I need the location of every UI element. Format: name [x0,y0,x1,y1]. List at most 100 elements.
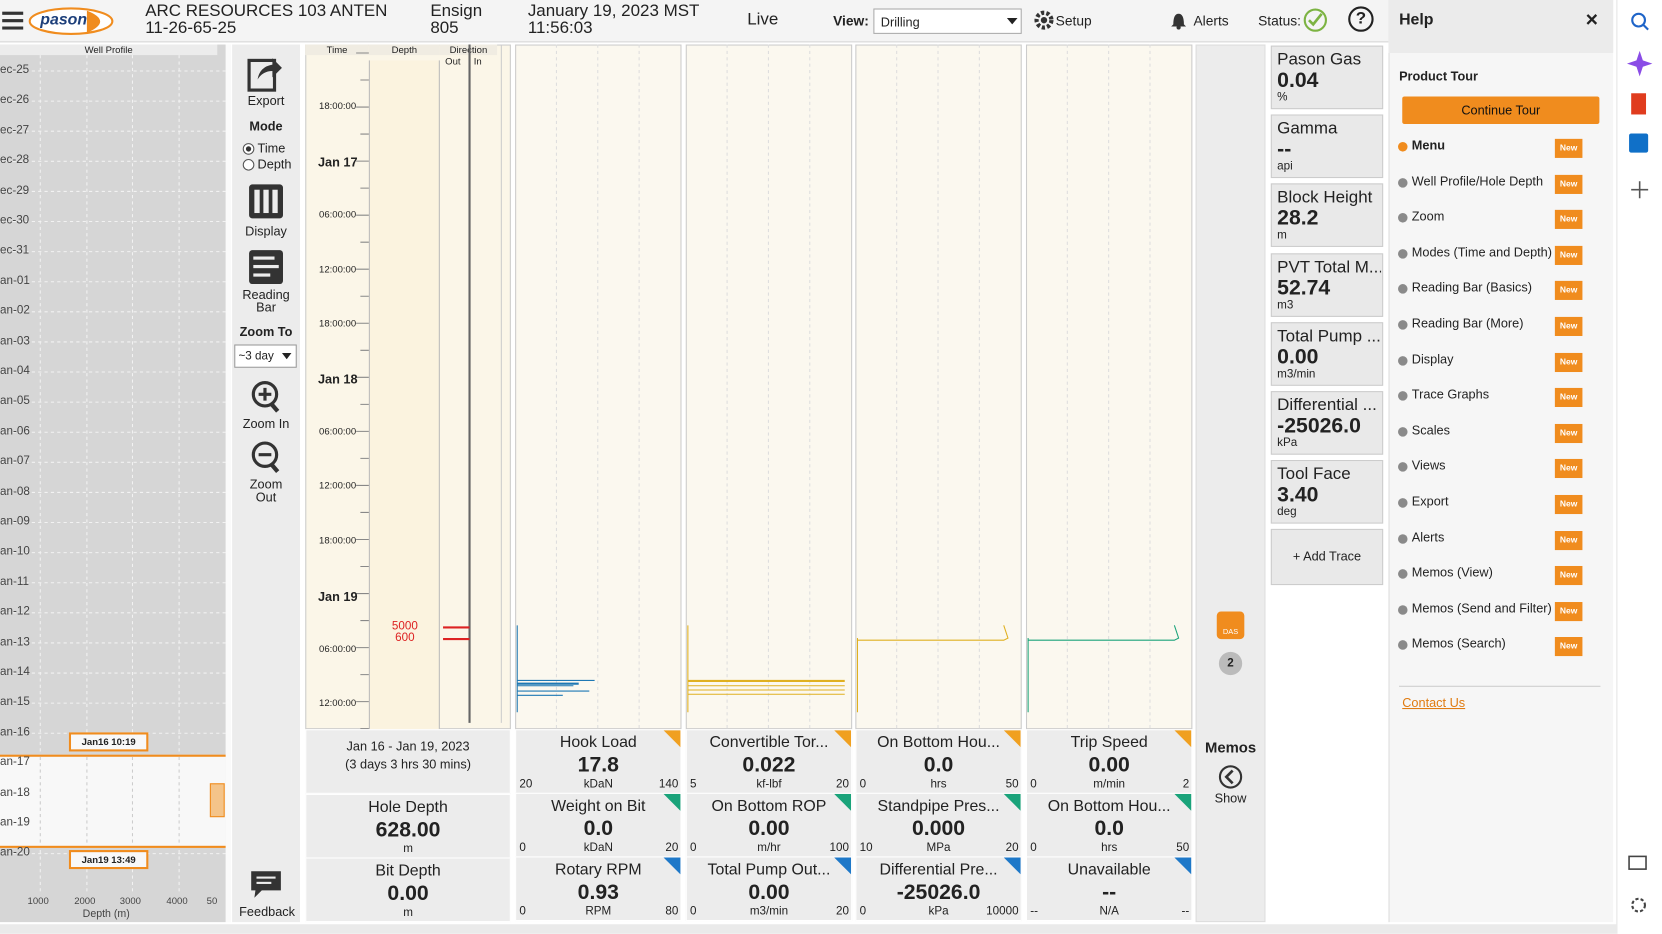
memo-count[interactable]: 2 [1218,651,1243,676]
trace-card[interactable] [1270,460,1384,524]
trace-card[interactable] [1270,183,1384,248]
mode-option[interactable]: Time [257,140,286,156]
scale-max: 20 [835,777,849,791]
readout-name: On Bottom Hou... [877,733,1000,752]
shape [1027,625,1180,713]
card-unit: api [1277,160,1293,173]
shape [1174,793,1192,811]
tour-item[interactable]: Reading Bar (Basics) [1411,280,1532,296]
date-label: ec-31 [0,244,30,257]
das-icon[interactable]: DAS [1216,611,1245,640]
card-value: 0.00 [1277,345,1319,369]
date-label: an-12 [0,605,30,619]
track-header: Direction [439,44,498,56]
feedback[interactable]: Feedback [239,904,296,919]
tour-item[interactable]: Scales [1411,422,1450,438]
tour-dot [1398,391,1408,401]
shape [1308,12,1323,27]
zoom-out-icon [251,441,280,474]
zoom-out[interactable]: Zoom Out [249,476,283,505]
shape [251,441,279,468]
direction-sub: Out [445,56,461,67]
shape [269,462,280,474]
readout-name: Convertible Tor... [709,733,829,752]
well-name: ARC RESOURCES 103 ANTEN 11-26-65-25 [145,2,388,38]
readout-name: Standpipe Pres... [877,797,1000,816]
tour-item[interactable]: Alerts [1411,529,1445,545]
range-marker[interactable]: Jan16 10:19 [68,732,149,752]
tour-item[interactable]: Memos (Search) [1411,636,1506,652]
card-value: -- [1277,137,1292,162]
radio[interactable] [242,158,255,171]
readout-unit: kf-lbf [756,777,782,791]
duration: (3 days 3 hrs 30 mins) [345,756,471,772]
display[interactable]: Display [245,223,287,239]
readout-name: Rotary RPM [555,860,642,879]
scale-max: 140 [658,777,679,791]
readout-cell [685,856,853,922]
trace-card[interactable] [1270,391,1384,455]
scale-min: 0 [689,841,697,855]
memos-show-icon [1218,765,1243,789]
help-button[interactable]: ? [1348,6,1374,32]
tour-item[interactable]: Menu [1411,137,1446,153]
trace-card[interactable] [1270,252,1384,317]
shape [272,189,278,214]
trace-card[interactable] [1270,45,1384,110]
splitter [225,44,232,923]
date-label: an-03 [0,334,30,348]
help-close[interactable]: × [1585,8,1598,32]
scale-max: 80 [665,905,679,918]
tour-item[interactable]: Export [1411,493,1449,509]
tour-item[interactable]: Reading Bar (More) [1411,315,1524,331]
reading-bar[interactable]: Reading Bar [242,287,290,315]
tour-item[interactable]: Memos (View) [1411,565,1493,580]
card-value: 0.04 [1277,68,1319,93]
setup[interactable]: Setup [1055,12,1092,29]
tour-dot [1398,569,1408,579]
new-badge: New [1554,530,1583,550]
readout-corner [663,793,681,811]
scale-max: 2 [1182,777,1190,791]
add-trace[interactable]: + Add Trace [1270,528,1384,586]
tour-item[interactable]: Modes (Time and Depth) [1411,244,1552,260]
export[interactable]: Export [247,93,285,109]
range-marker[interactable]: Jan19 13:49 [68,850,149,870]
contact-us[interactable]: Contact Us [1402,695,1466,711]
readout-unit: kDaN [583,841,613,855]
readout-corner [1003,857,1021,875]
mode-option[interactable]: Depth [257,156,292,172]
depth-label: 5000 [391,620,418,633]
tour-item[interactable]: Well Profile/Hole Depth [1411,173,1544,189]
status-label: Status: [1258,12,1301,29]
trace-card[interactable] [1270,321,1384,386]
readout-name: Bit Depth [375,861,441,880]
view-label: View: [833,12,869,29]
tour-dot [1398,213,1408,223]
readout-cell [855,729,1022,794]
depth-column [368,60,440,730]
readout-value: 0.00 [748,817,790,841]
memos-show[interactable]: Show [1214,790,1247,806]
alerts[interactable]: Alerts [1193,12,1229,29]
date-label: an-07 [0,454,30,468]
zoom-in[interactable]: Zoom In [242,416,290,432]
time-label: 06:00:00 [319,426,357,437]
readout-cell [305,857,511,923]
date-label: an-19 [0,816,30,829]
export-icon [247,58,282,92]
view-select[interactable]: Drilling [873,8,1022,34]
zoom-select[interactable]: ~3 day [234,344,297,368]
shape [1218,765,1243,789]
shape [253,264,279,269]
tour-item[interactable]: Views [1411,458,1446,474]
trace-card[interactable] [1270,114,1384,179]
rig-name: Ensign 805 [430,2,483,38]
tour-item[interactable]: Trace Graphs [1411,387,1490,402]
tour-item[interactable]: Zoom [1411,208,1445,224]
tour-item[interactable]: Memos (Send and Filter) [1411,600,1552,616]
tour-item[interactable]: Display [1411,351,1454,367]
continue-tour[interactable]: Continue Tour [1402,96,1600,125]
readout-value: 0.0 [923,753,954,777]
